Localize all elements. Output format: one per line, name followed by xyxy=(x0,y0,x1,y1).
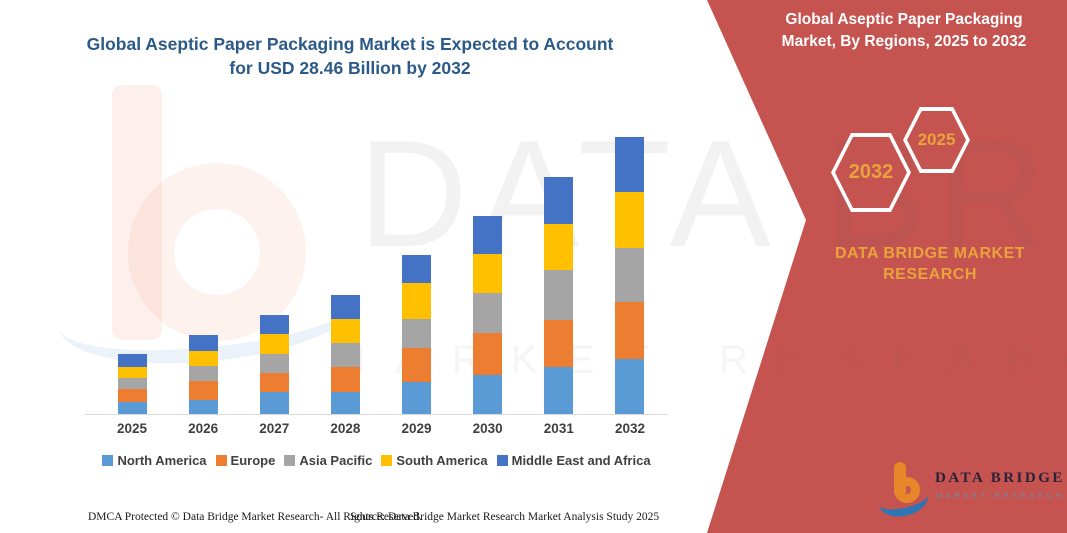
x-axis-labels: 2025 2026 2027 2028 2029 2030 2031 2032 xyxy=(85,421,668,441)
bar-segment-2031-asia-pacific xyxy=(544,270,574,321)
panel-brand-line1: DATA BRIDGE MARKET xyxy=(834,245,1026,262)
bar-segment-2032-asia-pacific xyxy=(615,247,645,303)
x-axis-label-2031: 2031 xyxy=(543,421,574,436)
chart-title: Global Aseptic Paper Packaging Market is… xyxy=(40,32,660,80)
legend-item-asia-pacific: Asia Pacific xyxy=(284,453,372,468)
logo-name-text: DATA BRIDGE xyxy=(935,470,1065,486)
legend-swatch-icon xyxy=(381,455,393,466)
bar-segment-2031-north-america xyxy=(544,367,574,414)
x-axis-label-2030: 2030 xyxy=(472,421,503,436)
panel-title: Global Aseptic Paper Packaging Market, B… xyxy=(750,9,1058,53)
data-bridge-logo: DATA BRIDGE MARKET RESEARCH xyxy=(875,460,1065,521)
legend-swatch-icon xyxy=(215,455,227,466)
bar-2025 xyxy=(117,354,147,414)
bar-segment-2027-middle-east-and-africa xyxy=(259,315,289,335)
bar-segment-2026-asia-pacific xyxy=(188,365,218,382)
hexagon-2025-label: 2025 xyxy=(917,130,956,149)
bar-2029 xyxy=(402,255,432,414)
bar-segment-2027-asia-pacific xyxy=(259,354,289,374)
bar-segment-2030-south-america xyxy=(473,254,503,294)
x-axis-label-2026: 2026 xyxy=(188,421,219,436)
bar-2030 xyxy=(473,216,503,414)
chart-legend: North America Europe Asia Pacific South Ame… xyxy=(85,453,668,468)
legend-swatch-icon xyxy=(496,455,508,466)
bar-segment-2028-south-america xyxy=(330,318,360,344)
panel-brand-line2: RESEARCH xyxy=(883,266,977,283)
bar-segment-2029-europe xyxy=(402,348,432,383)
legend-item-middle-east-and-africa: Middle East and Africa xyxy=(496,453,651,468)
bar-segment-2025-north-america xyxy=(117,401,147,414)
bar-segment-2027-europe xyxy=(259,373,289,393)
bar-segment-2032-middle-east-and-africa xyxy=(615,136,645,192)
bar-segment-2028-asia-pacific xyxy=(330,343,360,368)
bar-2031 xyxy=(544,177,574,414)
bar-segment-2031-south-america xyxy=(544,224,574,271)
bar-segment-2032-europe xyxy=(615,302,645,360)
x-axis-line xyxy=(85,414,668,415)
hexagon-2032: 2032 xyxy=(831,133,911,212)
bar-segment-2027-south-america xyxy=(259,334,289,355)
bar-segment-2028-middle-east-and-africa xyxy=(330,295,360,319)
legend-swatch-icon xyxy=(284,455,296,466)
bar-segment-2030-asia-pacific xyxy=(473,293,503,333)
bar-segment-2029-middle-east-and-africa xyxy=(402,255,432,284)
panel-brand-text: DATA BRIDGE MARKET RESEARCH xyxy=(790,243,1067,285)
bar-segment-2027-north-america xyxy=(259,392,289,414)
panel-title-line2: Market, By Regions, 2025 to 2032 xyxy=(781,33,1027,50)
bar-segment-2032-north-america xyxy=(615,359,645,414)
logo-b-bowl-shape xyxy=(894,477,920,503)
x-axis-label-2027: 2027 xyxy=(259,421,290,436)
bar-segment-2030-north-america xyxy=(473,375,503,414)
legend-label: Middle East and Africa xyxy=(511,453,651,468)
bar-2028 xyxy=(330,295,360,414)
bar-segment-2026-europe xyxy=(188,381,218,400)
legend-item-south-america: South America xyxy=(381,453,488,468)
source-text: Source: Data Bridge Market Research Mark… xyxy=(350,511,660,523)
legend-item-north-america: North America xyxy=(102,453,207,468)
chart-title-line1: Global Aseptic Paper Packaging Market is… xyxy=(86,34,614,54)
bar-segment-2030-middle-east-and-africa xyxy=(473,216,503,255)
legend-label: North America xyxy=(117,453,207,468)
bar-segment-2029-asia-pacific xyxy=(402,319,432,348)
bar-segment-2025-middle-east-and-africa xyxy=(117,354,147,367)
hexagon-2032-label: 2032 xyxy=(848,161,894,183)
bar-segment-2025-asia-pacific xyxy=(117,378,147,390)
legend-swatch-icon xyxy=(102,455,114,466)
panel-title-line1: Global Aseptic Paper Packaging xyxy=(785,11,1023,28)
data-bridge-logo-icon xyxy=(875,460,931,521)
bar-segment-2031-europe xyxy=(544,320,574,368)
x-axis-label-2025: 2025 xyxy=(116,421,148,436)
legend-label: South America xyxy=(396,453,488,468)
x-axis-label-2032: 2032 xyxy=(614,421,645,436)
bar-2027 xyxy=(259,315,289,414)
bar-segment-2031-middle-east-and-africa xyxy=(544,177,574,225)
bar-segment-2030-europe xyxy=(473,332,503,375)
bar-segment-2029-south-america xyxy=(402,283,432,320)
logo-sub-text: MARKET RESEARCH xyxy=(936,491,1065,500)
bar-segment-2028-europe xyxy=(330,367,360,392)
bar-segment-2026-south-america xyxy=(188,350,218,366)
legend-item-europe: Europe xyxy=(215,453,276,468)
legend-label: Asia Pacific xyxy=(299,453,373,468)
bar-segment-2032-south-america xyxy=(615,191,645,248)
legend-label: Europe xyxy=(230,453,276,468)
dmca-text: DMCA Protected © Data Bridge Market Rese… xyxy=(88,511,422,523)
x-axis-label-2028: 2028 xyxy=(330,421,361,436)
hexagon-2025: 2025 xyxy=(903,107,970,173)
bar-segment-2025-south-america xyxy=(117,366,147,379)
bar-2026 xyxy=(188,334,218,414)
bar-segment-2026-north-america xyxy=(188,399,218,414)
bar-segment-2028-north-america xyxy=(330,391,360,414)
stacked-bar-chart xyxy=(85,120,668,415)
bar-segment-2029-north-america xyxy=(402,382,432,414)
bar-segment-2025-europe xyxy=(117,389,147,402)
chart-title-line2: for USD 28.46 Billion by 2032 xyxy=(229,58,471,78)
bar-2032 xyxy=(615,136,645,414)
x-axis-label-2029: 2029 xyxy=(401,421,432,436)
bar-segment-2026-middle-east-and-africa xyxy=(188,334,218,351)
